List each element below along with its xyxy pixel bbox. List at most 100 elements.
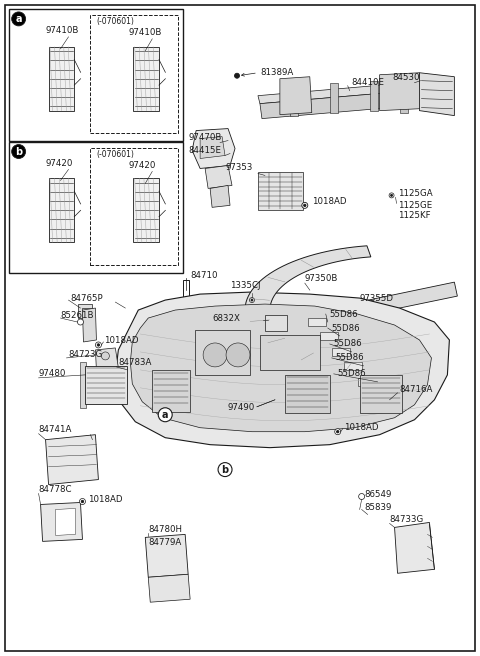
Circle shape xyxy=(250,298,254,302)
Polygon shape xyxy=(56,508,75,535)
Text: 84530: 84530 xyxy=(393,73,420,82)
Text: 1125KF: 1125KF xyxy=(397,211,430,220)
Text: 84765P: 84765P xyxy=(71,294,103,302)
Bar xyxy=(265,315,287,331)
Circle shape xyxy=(235,73,240,78)
Polygon shape xyxy=(133,178,159,242)
Circle shape xyxy=(81,501,84,502)
Text: 97420: 97420 xyxy=(46,159,73,168)
Polygon shape xyxy=(399,83,408,113)
Text: a: a xyxy=(162,410,168,420)
Polygon shape xyxy=(290,86,298,115)
Text: 1125GA: 1125GA xyxy=(397,189,432,198)
Text: 86549: 86549 xyxy=(365,490,392,499)
Bar xyxy=(195,330,250,375)
Bar xyxy=(260,335,320,370)
Polygon shape xyxy=(205,165,232,188)
Text: 84783A: 84783A xyxy=(119,358,152,367)
Circle shape xyxy=(302,202,308,209)
Circle shape xyxy=(391,194,393,196)
Text: 97410B: 97410B xyxy=(46,26,79,35)
Polygon shape xyxy=(330,83,338,113)
Polygon shape xyxy=(83,308,96,342)
Bar xyxy=(9,142,183,273)
Circle shape xyxy=(12,12,25,26)
Circle shape xyxy=(12,144,25,159)
Text: 1018AD: 1018AD xyxy=(88,495,123,504)
Text: 1018AD: 1018AD xyxy=(344,423,378,432)
Bar xyxy=(183,280,189,310)
Polygon shape xyxy=(46,435,98,485)
Text: 97480: 97480 xyxy=(38,369,66,379)
Text: 1125GE: 1125GE xyxy=(397,201,432,210)
Text: 1018AD: 1018AD xyxy=(312,197,346,206)
Bar xyxy=(9,9,183,140)
Text: 55D86: 55D86 xyxy=(330,310,359,319)
Polygon shape xyxy=(192,129,235,169)
Polygon shape xyxy=(332,348,350,356)
Text: (-070601): (-070601) xyxy=(96,18,134,26)
Polygon shape xyxy=(130,304,432,432)
Text: 1018AD: 1018AD xyxy=(104,337,139,346)
Text: 97420: 97420 xyxy=(128,161,156,170)
Polygon shape xyxy=(78,304,93,318)
Polygon shape xyxy=(370,81,378,111)
Polygon shape xyxy=(280,77,312,115)
Polygon shape xyxy=(48,178,74,242)
Polygon shape xyxy=(258,83,411,104)
Circle shape xyxy=(203,343,227,367)
Bar xyxy=(285,375,330,413)
Bar xyxy=(85,366,127,404)
Text: 97355D: 97355D xyxy=(360,294,394,302)
Text: 84780H: 84780H xyxy=(148,525,182,534)
Polygon shape xyxy=(340,282,457,320)
Polygon shape xyxy=(200,136,225,159)
Bar xyxy=(360,375,402,413)
Polygon shape xyxy=(41,502,83,541)
Text: 6832X: 6832X xyxy=(212,314,240,323)
Bar xyxy=(90,148,178,265)
Polygon shape xyxy=(148,574,190,602)
Text: 84778C: 84778C xyxy=(38,485,72,494)
Text: b: b xyxy=(15,146,22,157)
Polygon shape xyxy=(320,332,338,340)
Text: 84779A: 84779A xyxy=(148,538,181,547)
Text: 97470B: 97470B xyxy=(188,133,222,142)
Bar xyxy=(258,173,303,211)
Text: 84710: 84710 xyxy=(190,271,217,279)
Text: 55D86: 55D86 xyxy=(334,339,362,348)
Polygon shape xyxy=(395,522,434,573)
Circle shape xyxy=(389,193,394,198)
Circle shape xyxy=(77,319,84,325)
Circle shape xyxy=(96,342,101,348)
Polygon shape xyxy=(380,73,421,111)
Circle shape xyxy=(158,408,172,422)
Text: 84716A: 84716A xyxy=(399,385,433,394)
Text: 84733G: 84733G xyxy=(390,515,424,524)
Circle shape xyxy=(304,204,306,207)
Circle shape xyxy=(101,352,109,360)
Text: 84723G: 84723G xyxy=(69,350,103,359)
Text: 84741A: 84741A xyxy=(38,425,72,434)
Polygon shape xyxy=(133,47,159,111)
Circle shape xyxy=(226,343,250,367)
Circle shape xyxy=(80,499,85,504)
Text: 81389A: 81389A xyxy=(260,68,293,77)
Polygon shape xyxy=(115,292,449,447)
Text: 55D86: 55D86 xyxy=(336,354,364,362)
Polygon shape xyxy=(145,535,188,577)
Polygon shape xyxy=(245,246,371,375)
Polygon shape xyxy=(96,348,119,370)
Text: 97353: 97353 xyxy=(226,163,253,172)
Polygon shape xyxy=(358,378,376,386)
Polygon shape xyxy=(344,362,361,370)
Circle shape xyxy=(218,462,232,476)
Text: 85261B: 85261B xyxy=(60,310,94,319)
Bar xyxy=(152,370,190,412)
Text: 85839: 85839 xyxy=(365,503,392,512)
Circle shape xyxy=(335,429,341,435)
Text: 97490: 97490 xyxy=(228,403,255,412)
Polygon shape xyxy=(308,318,326,326)
Circle shape xyxy=(97,344,100,346)
Circle shape xyxy=(359,493,365,499)
